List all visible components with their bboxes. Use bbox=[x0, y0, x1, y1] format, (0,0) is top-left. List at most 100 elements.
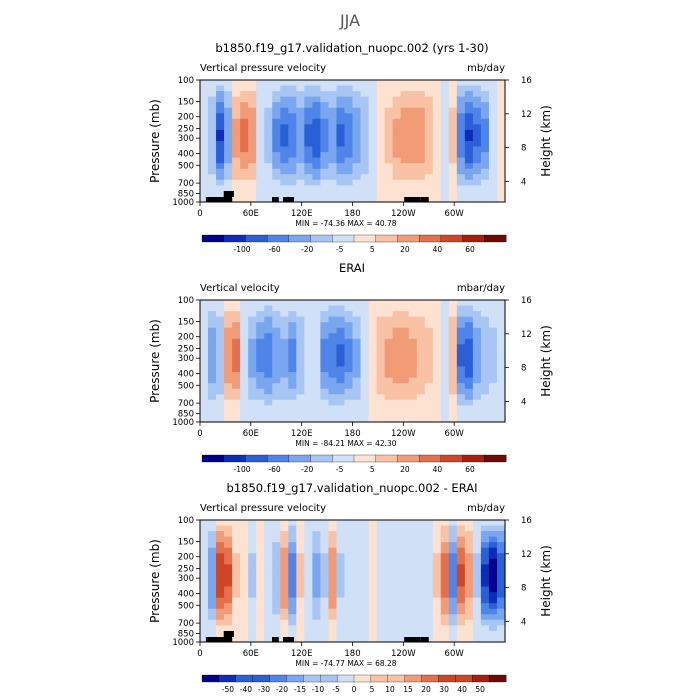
y-tick-label: 300 bbox=[178, 574, 194, 584]
field-cell bbox=[360, 174, 370, 181]
field-cell bbox=[488, 80, 498, 87]
field-cell bbox=[272, 558, 281, 565]
field-cell bbox=[408, 146, 418, 153]
field-cell bbox=[216, 520, 225, 527]
field-cell bbox=[248, 311, 257, 318]
field-cell bbox=[496, 536, 506, 543]
y-tick-label: 200 bbox=[178, 113, 194, 123]
field-cell bbox=[376, 333, 386, 340]
field-cell bbox=[360, 179, 370, 186]
field-cell bbox=[336, 185, 346, 192]
field-cell bbox=[280, 536, 289, 543]
field-cell bbox=[352, 361, 362, 368]
field-cell bbox=[440, 536, 450, 543]
field-cell bbox=[472, 300, 482, 307]
field-cell bbox=[280, 366, 289, 373]
field-cell bbox=[344, 636, 354, 643]
colorbar-swatch bbox=[455, 674, 473, 683]
field-cell bbox=[320, 316, 330, 323]
field-cell bbox=[264, 80, 273, 87]
field-cell bbox=[312, 586, 321, 593]
field-cell bbox=[440, 300, 450, 307]
field-cell bbox=[392, 405, 402, 412]
field-cell bbox=[336, 168, 346, 175]
field-cell bbox=[200, 163, 209, 170]
field-cell bbox=[336, 333, 346, 340]
field-cell bbox=[448, 355, 458, 362]
field-cell bbox=[256, 152, 265, 159]
field-cell bbox=[416, 152, 426, 159]
field-cell bbox=[232, 405, 241, 412]
y-tick-label: 150 bbox=[178, 97, 194, 107]
field-cell bbox=[296, 327, 305, 334]
field-cell bbox=[376, 558, 386, 565]
field-cell bbox=[400, 597, 410, 604]
field-cell bbox=[424, 102, 434, 109]
field-cell bbox=[232, 597, 241, 604]
field-cell bbox=[256, 322, 265, 329]
field-cell bbox=[312, 366, 321, 373]
field-cell bbox=[408, 542, 418, 549]
field-cell bbox=[328, 333, 338, 340]
field-cell bbox=[464, 575, 474, 582]
field-cell bbox=[352, 85, 362, 92]
field-cell bbox=[296, 608, 305, 615]
field-cell bbox=[240, 124, 249, 131]
field-cell bbox=[376, 597, 386, 604]
field-cell bbox=[480, 531, 490, 538]
field-cell bbox=[448, 327, 458, 334]
field-cell bbox=[320, 327, 330, 334]
field-cell bbox=[328, 322, 338, 329]
field-cell bbox=[400, 141, 410, 148]
field-cell bbox=[400, 96, 410, 103]
field-cell bbox=[320, 185, 330, 192]
field-cell bbox=[448, 525, 458, 532]
field-cell bbox=[328, 586, 338, 593]
field-cell bbox=[432, 146, 442, 153]
field-cell bbox=[408, 531, 418, 538]
field-cell bbox=[392, 619, 402, 626]
field-cell bbox=[208, 597, 217, 604]
field-cell bbox=[232, 311, 241, 318]
x-tick-label: 60W bbox=[445, 429, 465, 439]
field-cell bbox=[488, 536, 498, 543]
field-cell bbox=[240, 349, 249, 357]
field-cell bbox=[400, 113, 410, 120]
y-axis-title: Pressure (mb) bbox=[148, 319, 162, 403]
field-cell bbox=[440, 344, 450, 351]
field-cell bbox=[264, 311, 273, 318]
land-mask bbox=[272, 197, 279, 202]
field-cell bbox=[304, 311, 313, 318]
field-cell bbox=[288, 190, 297, 198]
field-cell bbox=[248, 129, 257, 137]
field-cell bbox=[312, 174, 321, 181]
field-cell bbox=[224, 410, 233, 418]
field-cell bbox=[368, 547, 378, 554]
field-cell bbox=[240, 592, 249, 599]
field-cell bbox=[224, 405, 233, 412]
field-cell bbox=[240, 377, 249, 384]
field-cell bbox=[456, 179, 466, 186]
field-cell bbox=[280, 118, 289, 125]
field-cell bbox=[488, 399, 498, 406]
field-cell bbox=[496, 547, 506, 554]
field-cell bbox=[384, 608, 394, 615]
field-cell bbox=[408, 608, 418, 615]
field-cell bbox=[416, 553, 426, 560]
field-cell bbox=[296, 520, 305, 527]
field-cell bbox=[216, 300, 225, 307]
field-cell bbox=[320, 311, 330, 318]
field-cell bbox=[256, 91, 265, 98]
field-cell bbox=[440, 107, 450, 114]
field-cell bbox=[416, 141, 426, 148]
field-cell bbox=[248, 558, 257, 565]
field-cell bbox=[272, 80, 281, 87]
field-cell bbox=[248, 305, 257, 312]
field-cell bbox=[384, 102, 394, 109]
field-cell bbox=[448, 630, 458, 638]
field-cell bbox=[448, 102, 458, 109]
field-cell bbox=[312, 531, 321, 538]
field-cell bbox=[400, 327, 410, 334]
field-cell bbox=[216, 586, 225, 593]
colorbar-swatch bbox=[336, 674, 355, 683]
